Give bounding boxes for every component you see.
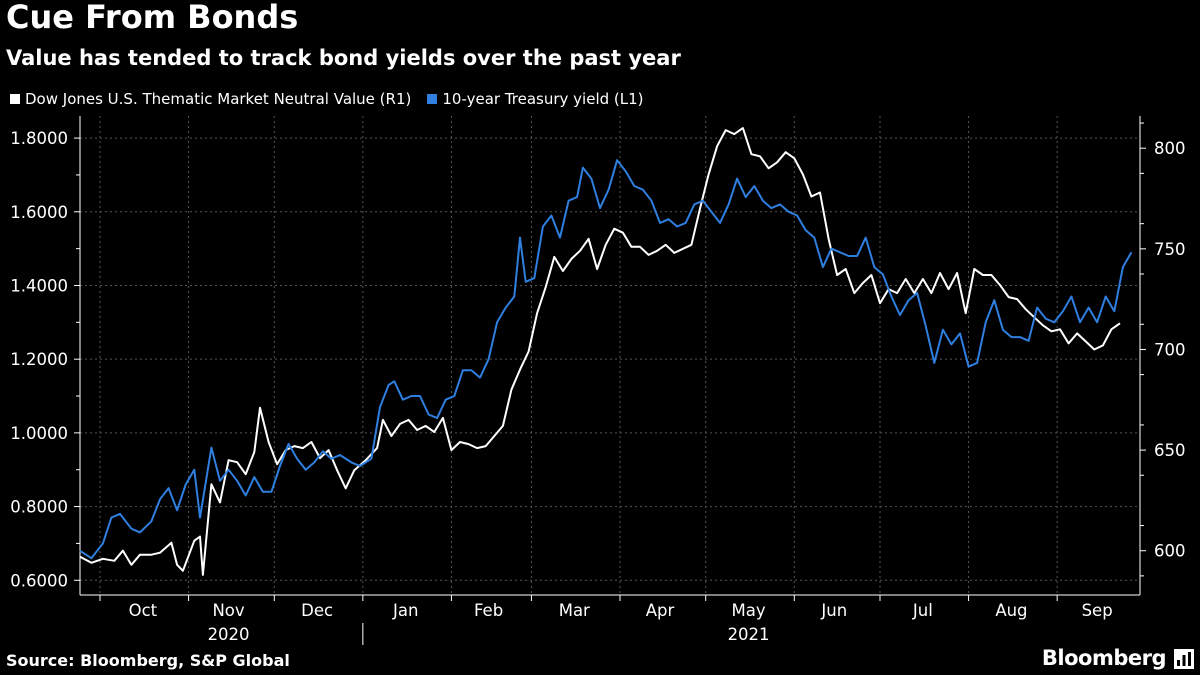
x-axis-tick-label: Jul	[912, 601, 933, 620]
right-axis-tick-label: 800	[1154, 139, 1186, 158]
axis-layer: 0.6000 0.8000 1.0000 1.2000 1.4000 1.6000 1.80…	[10, 116, 1186, 645]
series-line-yield	[79, 159, 1133, 560]
brand-logo: Bloomberg	[1041, 646, 1167, 670]
chart-subtitle: Value has tended to track bond yields ov…	[6, 46, 681, 70]
chart-legend: Dow Jones U.S. Thematic Market Neutral V…	[10, 90, 644, 108]
x-axis-tick-label: Jan	[392, 601, 418, 620]
series-line-value	[79, 127, 1121, 576]
x-axis-year-label: 2021	[728, 625, 770, 644]
legend-label-value: Dow Jones U.S. Thematic Market Neutral V…	[25, 90, 412, 108]
x-axis-tick-label: Aug	[995, 601, 1027, 620]
left-axis-tick-label: 0.8000	[10, 498, 68, 517]
right-axis-tick-label: 700	[1154, 340, 1186, 359]
left-axis-tick-label: 1.2000	[10, 350, 68, 369]
x-axis-tick-label: Jun	[820, 601, 847, 620]
right-axis-tick-label: 600	[1154, 542, 1186, 561]
x-axis-tick-label: Sep	[1082, 601, 1113, 620]
x-axis-year-label: 2020	[208, 625, 250, 644]
x-axis-tick-label: May	[732, 601, 766, 620]
legend-label-yield: 10-year Treasury yield (L1)	[442, 90, 644, 108]
right-axis-tick-label: 650	[1154, 441, 1186, 460]
x-axis-tick-label: Apr	[646, 601, 675, 620]
x-axis-tick-label: Dec	[301, 601, 333, 620]
left-axis-tick-label: 1.4000	[10, 276, 68, 295]
x-axis-tick-label: Oct	[129, 601, 158, 620]
x-axis-tick-label: Feb	[474, 601, 503, 620]
chart-title: Cue From Bonds	[6, 0, 299, 36]
left-axis-tick-label: 0.6000	[10, 571, 68, 590]
legend-swatch-value	[10, 94, 20, 104]
right-axis-tick-label: 750	[1154, 240, 1186, 259]
grid-layer	[80, 116, 1140, 595]
legend-item-yield: 10-year Treasury yield (L1)	[427, 90, 644, 108]
left-axis-tick-label: 1.6000	[10, 203, 68, 222]
legend-swatch-yield	[427, 94, 438, 104]
x-axis-tick-label: Nov	[212, 601, 244, 620]
source-note: Source: Bloomberg, S&P Global	[6, 651, 290, 670]
series-layer	[79, 127, 1133, 576]
bloomberg-terminal-icon	[1174, 649, 1194, 669]
x-axis-tick-label: Mar	[559, 601, 590, 620]
left-axis-tick-label: 1.0000	[10, 424, 68, 443]
left-axis-tick-label: 1.8000	[10, 129, 68, 148]
legend-item-value: Dow Jones U.S. Thematic Market Neutral V…	[10, 90, 411, 108]
